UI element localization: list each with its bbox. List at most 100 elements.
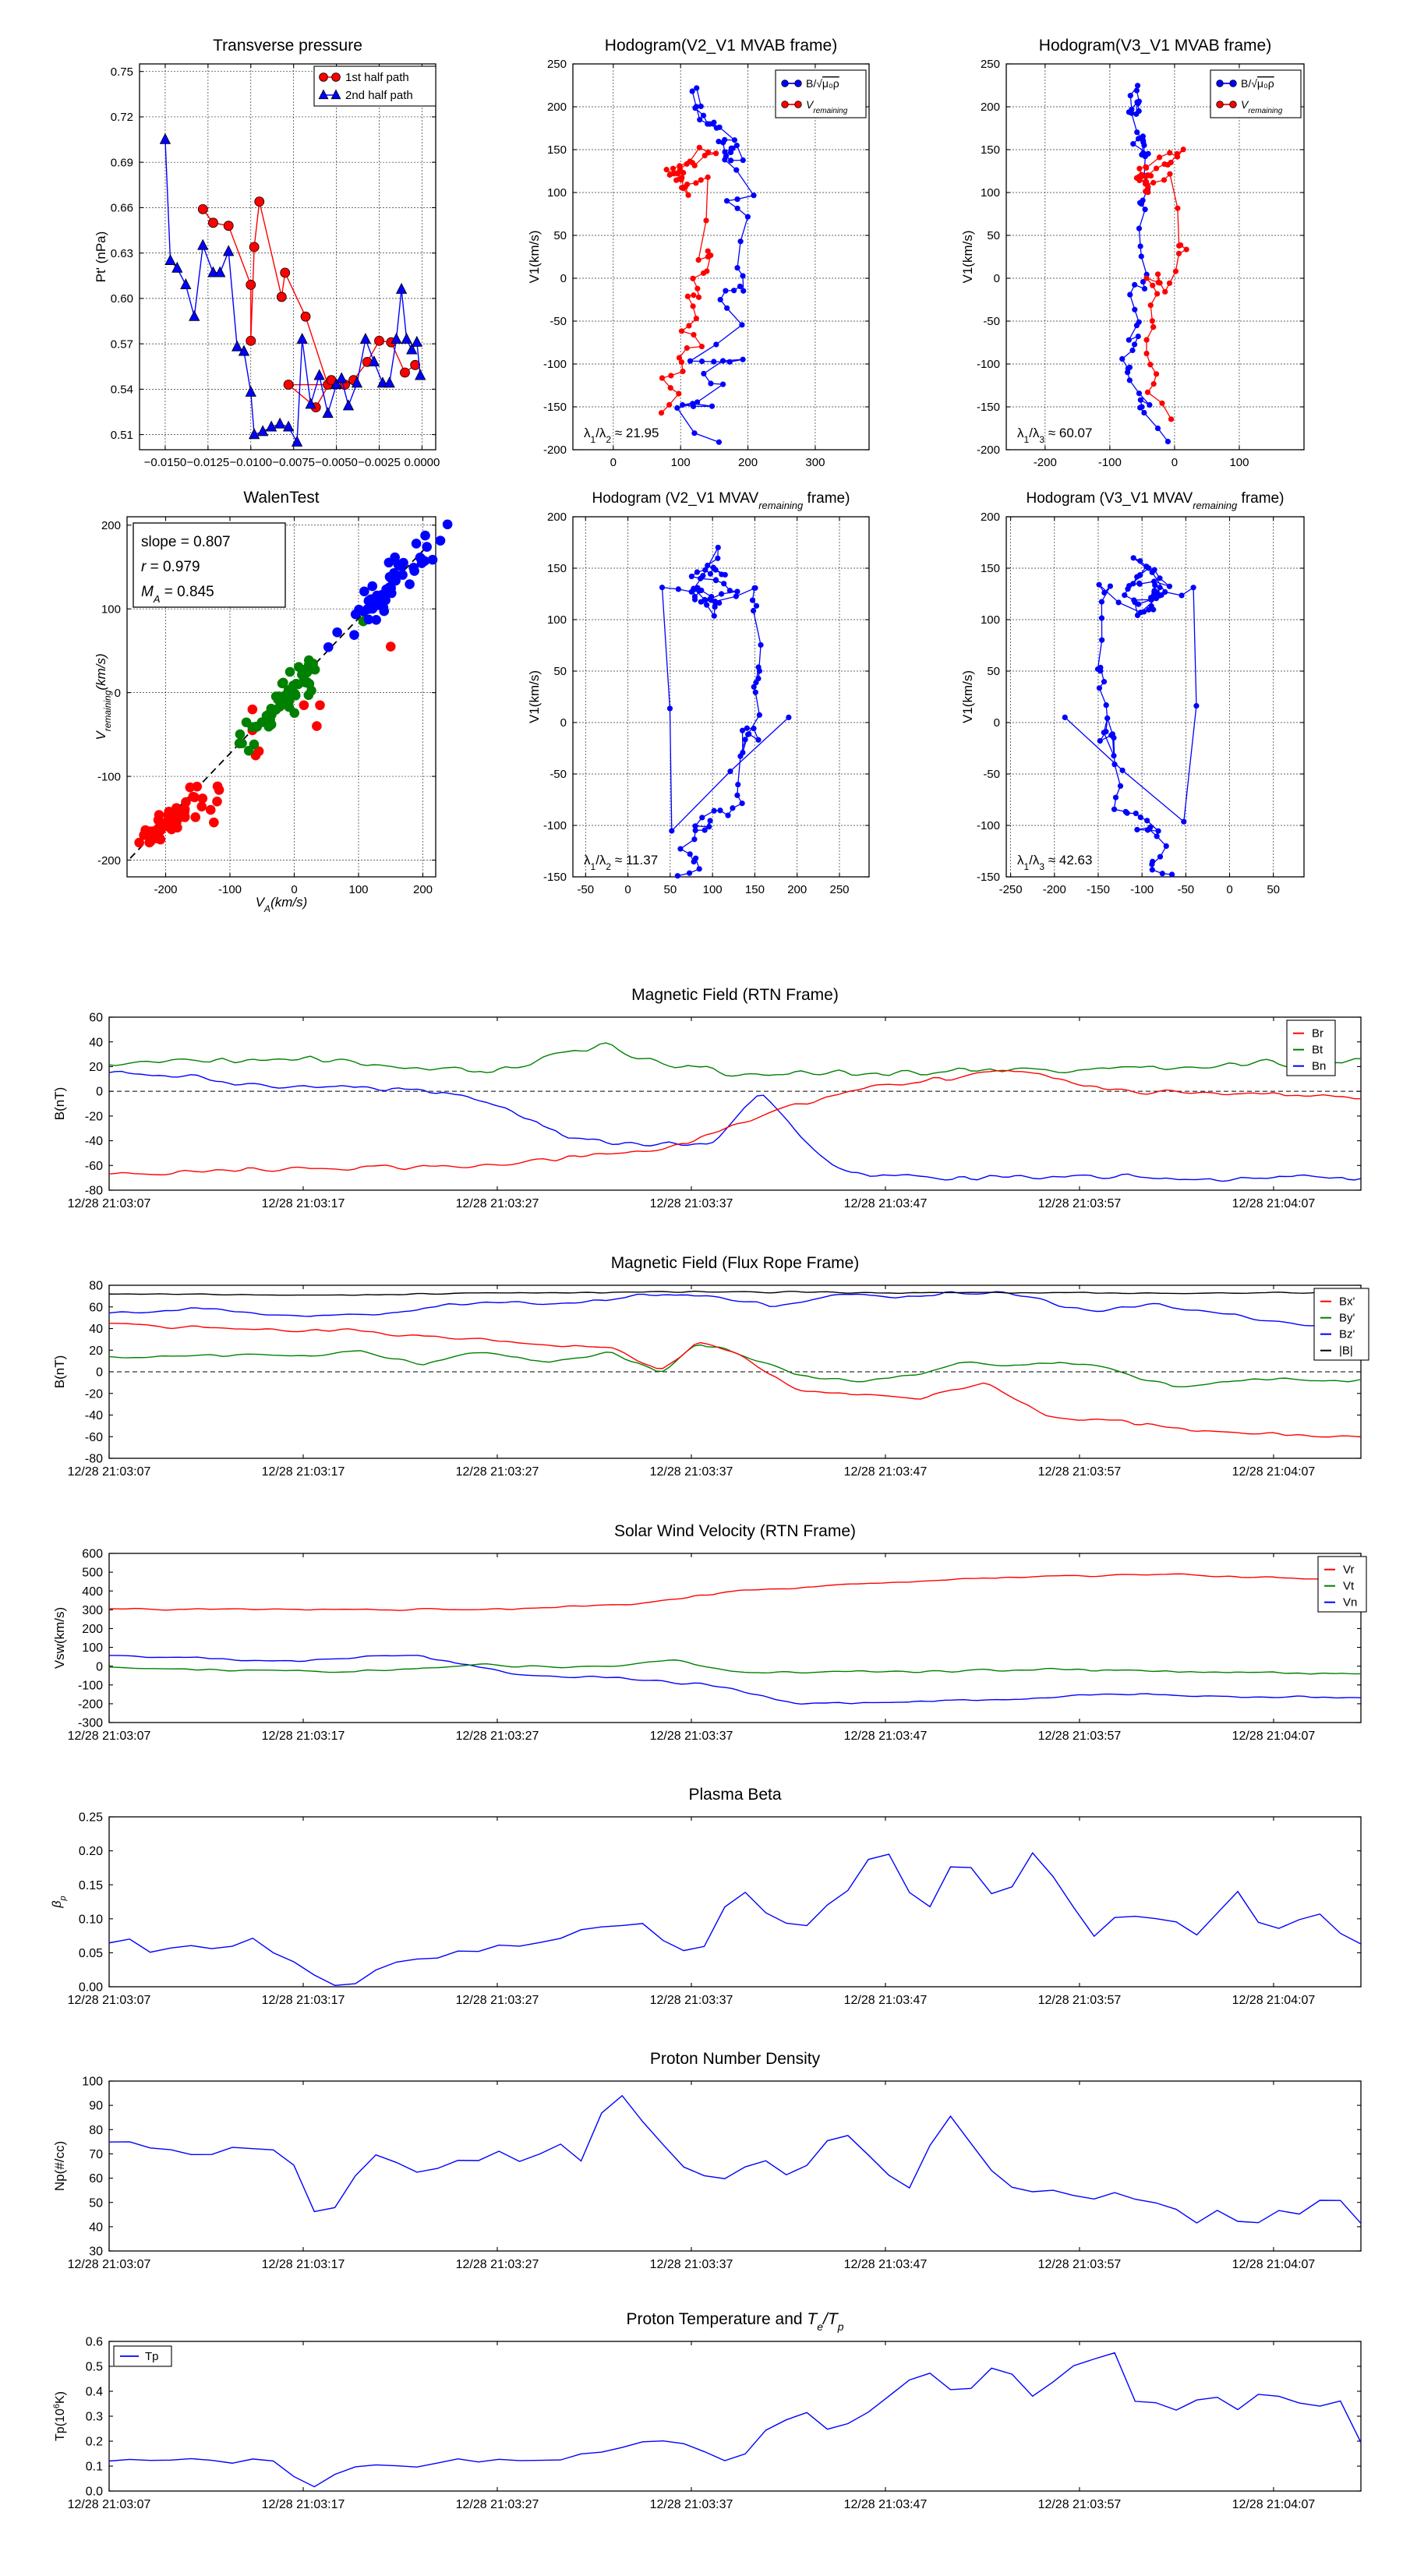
- svg-text:-200: -200: [977, 443, 1000, 457]
- svg-text:Bt: Bt: [1312, 1044, 1323, 1057]
- svg-text:300: 300: [805, 456, 825, 469]
- svg-text:|B|: |B|: [1339, 1345, 1353, 1358]
- svg-text:150: 150: [745, 883, 765, 896]
- svg-text:40: 40: [89, 1036, 103, 1049]
- svg-text:0: 0: [610, 456, 617, 469]
- svg-text:12/28 21:03:27: 12/28 21:03:27: [456, 2258, 539, 2271]
- svg-text:0: 0: [96, 1660, 103, 1673]
- svg-text:12/28 21:03:47: 12/28 21:03:47: [844, 1994, 928, 2007]
- svg-text:12/28 21:03:07: 12/28 21:03:07: [68, 1197, 151, 1210]
- svg-text:100: 100: [348, 883, 368, 896]
- svg-text:-60: -60: [85, 1431, 103, 1444]
- svg-text:-200: -200: [154, 883, 177, 896]
- svg-text:12/28 21:03:57: 12/28 21:03:57: [1038, 1465, 1122, 1479]
- svg-text:12/28 21:03:27: 12/28 21:03:27: [456, 1465, 539, 1479]
- svg-text:Pt' (nPa): Pt' (nPa): [94, 231, 108, 283]
- svg-text:12/28 21:03:37: 12/28 21:03:37: [650, 1994, 733, 2007]
- svg-text:-150: -150: [543, 401, 567, 414]
- svg-text:Vt: Vt: [1343, 1580, 1355, 1593]
- svg-text:Br: Br: [1312, 1027, 1323, 1041]
- svg-text:0.51: 0.51: [111, 429, 133, 442]
- svg-text:-80: -80: [85, 1453, 103, 1466]
- svg-text:-100: -100: [977, 358, 1000, 371]
- svg-text:V1(km/s): V1(km/s): [960, 231, 975, 284]
- svg-text:Bn: Bn: [1312, 1060, 1326, 1073]
- svg-text:Np(#/cc): Np(#/cc): [52, 2141, 67, 2191]
- svg-text:-150: -150: [1087, 883, 1110, 896]
- svg-text:0.3: 0.3: [86, 2411, 103, 2424]
- svg-text:0: 0: [560, 272, 567, 285]
- svg-text:60: 60: [89, 2172, 103, 2186]
- svg-text:500: 500: [82, 1567, 103, 1580]
- svg-text:12/28 21:03:17: 12/28 21:03:17: [262, 2498, 345, 2511]
- svg-text:−0.0050: −0.0050: [315, 456, 358, 469]
- svg-text:-200: -200: [78, 1698, 103, 1712]
- svg-text:-250: -250: [999, 883, 1023, 896]
- svg-text:600: 600: [82, 1548, 103, 1561]
- svg-text:-200: -200: [97, 854, 121, 868]
- svg-text:100: 100: [101, 602, 121, 616]
- svg-text:250: 250: [829, 883, 849, 896]
- svg-text:-150: -150: [977, 401, 1000, 414]
- svg-text:0: 0: [96, 1086, 103, 1099]
- svg-text:12/28 21:03:27: 12/28 21:03:27: [456, 2498, 539, 2511]
- svg-text:50: 50: [664, 883, 677, 896]
- svg-text:-80: -80: [85, 1185, 103, 1198]
- svg-text:12/28 21:03:37: 12/28 21:03:37: [650, 1197, 733, 1210]
- svg-text:150: 150: [981, 562, 1000, 575]
- svg-text:Bx': Bx': [1339, 1295, 1355, 1309]
- svg-text:0.69: 0.69: [111, 156, 133, 169]
- svg-text:50: 50: [89, 2196, 103, 2210]
- svg-text:50: 50: [553, 229, 567, 242]
- svg-text:Vn: Vn: [1343, 1596, 1357, 1610]
- svg-text:Solar Wind Velocity (RTN Frame: Solar Wind Velocity (RTN Frame): [614, 1522, 856, 1540]
- svg-text:60: 60: [89, 1012, 103, 1025]
- svg-text:0: 0: [96, 1366, 103, 1380]
- svg-text:V1(km/s): V1(km/s): [527, 670, 542, 723]
- svg-text:V1(km/s): V1(km/s): [527, 231, 542, 284]
- svg-text:0.4: 0.4: [86, 2386, 103, 2399]
- svg-text:0: 0: [115, 687, 121, 700]
- svg-text:150: 150: [547, 143, 567, 157]
- svg-text:100: 100: [1229, 456, 1249, 469]
- svg-text:0.6: 0.6: [86, 2336, 103, 2349]
- svg-text:-60: -60: [85, 1160, 103, 1173]
- svg-text:60: 60: [89, 1301, 103, 1314]
- svg-text:B/√μ₀ρ: B/√μ₀ρ: [806, 77, 839, 90]
- svg-text:200: 200: [738, 456, 758, 469]
- svg-text:20: 20: [89, 1345, 103, 1358]
- svg-text:12/28 21:03:47: 12/28 21:03:47: [844, 1730, 928, 1743]
- svg-text:V1(km/s): V1(km/s): [960, 670, 975, 723]
- svg-text:Tp(106K): Tp(106K): [52, 2391, 67, 2441]
- svg-text:2nd half path: 2nd half path: [345, 89, 413, 102]
- svg-text:Tp: Tp: [145, 2350, 159, 2363]
- svg-text:−0.0025: −0.0025: [358, 456, 401, 469]
- svg-text:12/28 21:03:17: 12/28 21:03:17: [262, 1197, 345, 1210]
- svg-text:-20: -20: [85, 1111, 103, 1124]
- svg-text:200: 200: [413, 883, 433, 896]
- svg-text:Vr: Vr: [1343, 1564, 1354, 1577]
- svg-text:12/28 21:03:47: 12/28 21:03:47: [844, 1197, 928, 1210]
- svg-text:0.10: 0.10: [79, 1913, 103, 1926]
- svg-text:12/28 21:03:17: 12/28 21:03:17: [262, 1465, 345, 1479]
- svg-text:12/28 21:03:37: 12/28 21:03:37: [650, 1730, 733, 1743]
- svg-text:80: 80: [89, 1280, 103, 1293]
- svg-text:100: 100: [547, 613, 567, 627]
- svg-text:0: 0: [560, 716, 567, 730]
- svg-text:-100: -100: [543, 819, 567, 832]
- svg-text:0.54: 0.54: [111, 383, 133, 397]
- svg-text:-50: -50: [577, 883, 594, 896]
- svg-text:40: 40: [89, 1323, 103, 1336]
- svg-text:100: 100: [82, 2076, 103, 2089]
- svg-text:30: 30: [89, 2246, 103, 2259]
- svg-text:-100: -100: [543, 358, 567, 371]
- svg-text:-100: -100: [1130, 883, 1154, 896]
- svg-text:100: 100: [82, 1641, 103, 1655]
- svg-text:-50: -50: [1177, 883, 1194, 896]
- svg-text:12/28 21:03:07: 12/28 21:03:07: [68, 1730, 151, 1743]
- svg-text:12/28 21:03:57: 12/28 21:03:57: [1038, 1197, 1122, 1210]
- svg-text:−0.0100: −0.0100: [229, 456, 272, 469]
- svg-text:r = 0.979: r = 0.979: [141, 559, 200, 575]
- svg-text:12/28 21:03:17: 12/28 21:03:17: [262, 1730, 345, 1743]
- svg-text:12/28 21:03:57: 12/28 21:03:57: [1038, 1994, 1122, 2007]
